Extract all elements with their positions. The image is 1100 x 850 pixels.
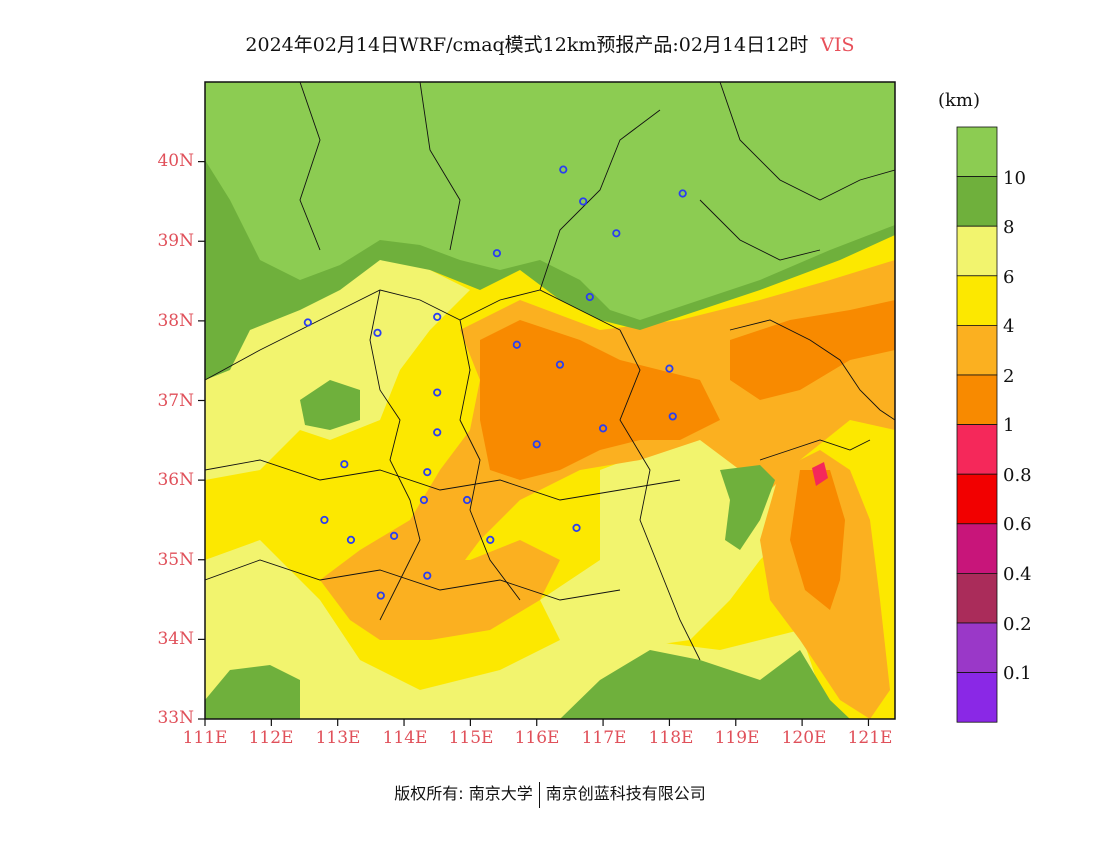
lat-label-37n: 37N	[157, 391, 194, 411]
colorbar-swatch	[956, 126, 998, 177]
colorbar-label-4: 4	[1003, 316, 1015, 337]
colorbar-swatch	[956, 324, 998, 376]
station-marker	[303, 318, 312, 327]
colorbar-label-2: 2	[1003, 366, 1015, 387]
colorbar-swatch	[956, 176, 998, 227]
lon-label-119e: 119E	[714, 728, 760, 748]
field-dark-green-shandong	[720, 465, 775, 550]
lat-label-40n: 40N	[157, 151, 194, 171]
station-marker	[486, 535, 495, 544]
colorbar-label-0-6: 0.6	[1003, 514, 1032, 535]
station-marker	[572, 523, 581, 533]
station-marker	[340, 460, 349, 469]
station-marker	[433, 388, 442, 397]
station-marker	[433, 312, 442, 321]
variable-name: VIS	[820, 34, 855, 56]
field-dark-green-southwest	[205, 665, 300, 719]
field-dark-green-southeast	[560, 650, 850, 719]
field-hotspot	[812, 462, 828, 486]
lon-label-121e: 121E	[847, 728, 893, 748]
station-marker	[376, 591, 385, 600]
colorbar-swatch	[956, 374, 998, 425]
lat-label-36n: 36N	[157, 470, 194, 490]
axis-ticks	[198, 161, 870, 726]
map-title: 2024年02月14日WRF/cmaq模式12km预报产品:02月14日12时 V…	[0, 30, 1100, 57]
colorbar-label-0-2: 0.2	[1003, 614, 1032, 635]
station-marker	[585, 292, 594, 302]
station-marker	[665, 364, 674, 373]
colorbar-label-0-1: 0.1	[1003, 663, 1032, 684]
station-marker	[598, 424, 608, 433]
station-marker	[668, 412, 677, 421]
colorbar-swatch	[956, 225, 998, 277]
copyright-right: 南京创蓝科技有限公司	[545, 784, 706, 803]
copyright: 版权所有: 南京大学 南京创蓝科技有限公司	[0, 780, 1100, 808]
colorbar-swatch	[956, 275, 998, 326]
station-marker	[612, 229, 621, 238]
colorbar-swatch	[956, 573, 998, 624]
lat-label-35n: 35N	[157, 550, 194, 570]
station-marker	[433, 428, 442, 437]
colorbar-label-1: 1	[1003, 415, 1015, 436]
field-green-north	[205, 82, 895, 320]
colorbar	[956, 126, 998, 723]
colorbar-label-10: 10	[1003, 168, 1026, 189]
station-marker	[532, 440, 541, 449]
lon-label-113e: 113E	[315, 728, 361, 748]
copyright-left: 版权所有: 南京大学	[394, 784, 533, 803]
station-marker	[423, 571, 432, 580]
visibility-field	[205, 82, 895, 719]
lon-label-116e: 116E	[514, 728, 560, 748]
colorbar-swatch	[956, 473, 998, 525]
stations	[303, 165, 687, 600]
lon-label-120e: 120E	[781, 728, 827, 748]
station-marker	[346, 535, 356, 544]
lon-label-115e: 115E	[448, 728, 494, 748]
station-marker	[423, 468, 432, 477]
colorbar-label-8: 8	[1003, 217, 1015, 238]
field-dark-orange-coast	[790, 470, 845, 610]
field-dark-green-west	[300, 380, 360, 430]
lon-label-114e: 114E	[382, 728, 428, 748]
station-marker	[373, 328, 382, 337]
lat-label-33n: 33N	[157, 708, 194, 728]
colorbar-label-6: 6	[1003, 267, 1015, 288]
colorbar-swatch	[956, 672, 998, 723]
field-orange-south	[350, 540, 560, 640]
field-dark-orange-east	[730, 300, 895, 400]
lon-label-112e: 112E	[248, 728, 294, 748]
lat-label-39n: 39N	[157, 231, 194, 251]
station-marker	[512, 340, 521, 349]
station-marker	[555, 360, 565, 369]
station-marker	[492, 249, 502, 258]
lon-label-111e: 111E	[182, 728, 228, 748]
colorbar-label-0-4: 0.4	[1003, 564, 1032, 585]
lat-label-38n: 38N	[157, 311, 194, 331]
station-marker	[559, 165, 568, 174]
province-boundaries	[205, 82, 895, 661]
title-text: 2024年02月14日WRF/cmaq模式12km预报产品:02月14日12时	[245, 34, 809, 56]
lon-label-117e: 117E	[581, 728, 627, 748]
station-marker	[389, 531, 399, 540]
lon-label-118e: 118E	[648, 728, 694, 748]
lat-label-34n: 34N	[157, 629, 194, 649]
field-dark-orange-core	[480, 320, 720, 480]
station-marker	[579, 197, 588, 206]
colorbar-label-0-8: 0.8	[1003, 465, 1032, 486]
colorbar-unit: (km)	[938, 90, 981, 111]
station-marker	[320, 515, 329, 525]
station-marker	[678, 189, 687, 198]
station-marker	[462, 495, 472, 505]
colorbar-swatch	[956, 424, 998, 475]
colorbar-swatch	[956, 523, 998, 574]
colorbar-swatch	[956, 622, 998, 673]
station-marker	[419, 495, 429, 505]
copyright-separator	[538, 781, 540, 808]
